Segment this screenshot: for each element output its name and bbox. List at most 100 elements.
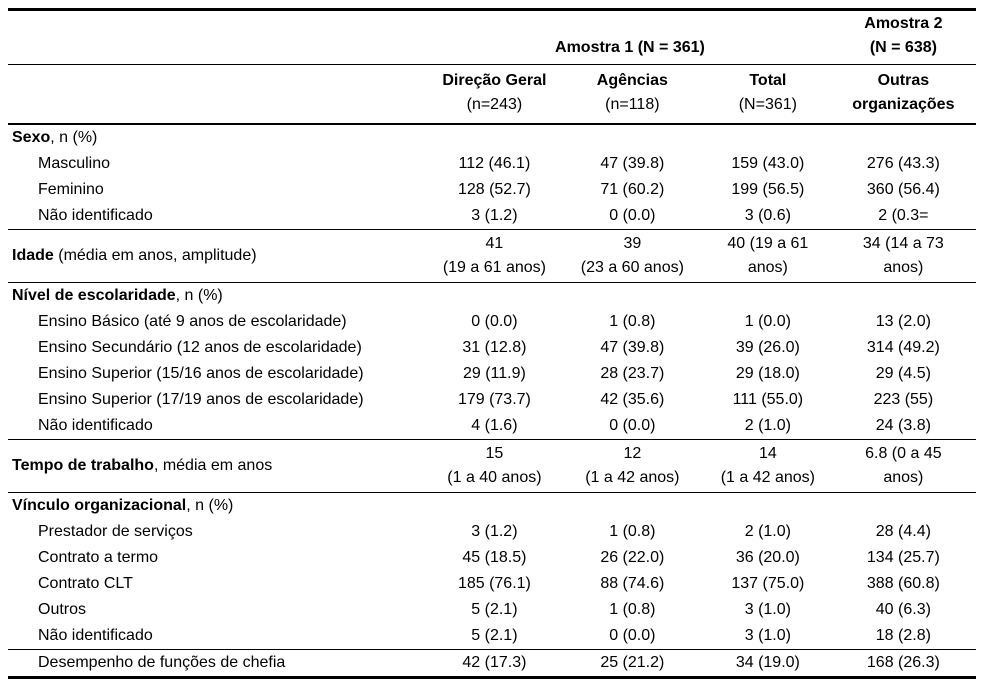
row-label: Não identificado (8, 413, 429, 439)
cell-direcao-geral: 0 (0.0) (471, 313, 518, 330)
section-divider (8, 649, 976, 650)
col-header-sub: (n=118) (605, 96, 660, 113)
cell-agencias: 0 (0.0) (609, 417, 656, 434)
cell-agencias: 47 (39.8) (600, 155, 665, 172)
row-label-rest: Ensino Superior (17/19 anos de escolarid… (38, 391, 364, 408)
cell-agencias: 39 (23 a 60 anos) (580, 235, 684, 276)
cell-outras-organizacoes: 360 (56.4) (866, 181, 940, 198)
col-header-label: Outras organizações (852, 72, 955, 113)
row-label-bold: Vínculo organizacional (12, 497, 187, 514)
cell-total (705, 505, 831, 507)
cell-total: 111 (55.0) (732, 391, 804, 408)
cell-outras-organizacoes: 2 (0.3= (878, 207, 929, 224)
cell-agencias (560, 505, 705, 507)
row-label-rest: , n (%) (175, 287, 223, 304)
cell-outras-organizacoes: 28 (4.4) (875, 523, 931, 540)
cell-agencias: 88 (74.6) (600, 575, 665, 592)
row-label-rest: Ensino Secundário (12 anos de escolarida… (38, 339, 362, 356)
cell-total: 2 (1.0) (744, 523, 791, 540)
cell-direcao-geral: 112 (46.1) (458, 155, 531, 172)
row-label: Prestador de serviços (8, 519, 429, 545)
section-divider (8, 229, 976, 230)
cell-agencias: 42 (35.6) (600, 391, 665, 408)
cell-total: 159 (43.0) (731, 155, 805, 172)
row-label-rest: Masculino (38, 155, 111, 172)
row-label-rest: Não identificado (38, 627, 153, 644)
cell-total: 34 (19.0) (735, 654, 800, 671)
row-label-rest: , n (%) (186, 497, 234, 514)
cell-total: 3 (0.6) (744, 207, 791, 224)
row-label-rest: Prestador de serviços (38, 523, 193, 540)
column-header-row: Direção Geral (n=243) Agências (n=118) T… (8, 65, 976, 123)
cell-agencias (560, 137, 705, 139)
cell-outras-organizacoes: 29 (4.5) (875, 365, 931, 382)
cell-total: 199 (56.5) (731, 181, 805, 198)
cell-total (705, 137, 831, 139)
cell-outras-organizacoes (831, 295, 976, 297)
cell-agencias: 1 (0.8) (609, 313, 656, 330)
table-row: Outros 5 (2.1) 1 (0.8) 3 (1.0) 40 (6.3) (8, 597, 976, 623)
cell-outras-organizacoes: 388 (60.8) (866, 575, 940, 592)
row-label: Nível de escolaridade, n (%) (8, 283, 429, 309)
table-row: Não identificado 4 (1.6) 0 (0.0) 2 (1.0)… (8, 413, 976, 439)
cell-agencias: 25 (21.2) (600, 654, 665, 671)
cell-direcao-geral: 29 (11.9) (462, 365, 526, 382)
cell-outras-organizacoes: 276 (43.3) (866, 155, 940, 172)
cell-outras-organizacoes: 34 (14 a 73 anos) (862, 235, 944, 276)
cell-agencias: 47 (39.8) (600, 339, 665, 356)
row-label-rest: , n (%) (50, 129, 98, 146)
cell-direcao-geral: 128 (52.7) (457, 181, 531, 198)
row-label: Sexo, n (%) (8, 125, 429, 151)
row-label-rest: Contrato CLT (38, 575, 133, 592)
cell-direcao-geral: 3 (1.2) (471, 523, 518, 540)
col-header-agencias: Agências (n=118) (560, 68, 705, 118)
cell-outras-organizacoes: 18 (2.8) (875, 627, 931, 644)
cell-outras-organizacoes: 134 (25.7) (866, 549, 940, 566)
cell-total: 3 (1.0) (744, 627, 791, 644)
cell-total: 36 (20.0) (735, 549, 800, 566)
amostra2-group-header: Amostra 2 (N = 638) (831, 11, 976, 61)
header-rule (8, 123, 976, 125)
table-row: Feminino 128 (52.7) 71 (60.2) 199 (56.5)… (8, 177, 976, 203)
row-label: Vínculo organizacional, n (%) (8, 493, 429, 519)
amostra2-line1: Amostra 2 (864, 15, 943, 32)
cell-outras-organizacoes (831, 137, 976, 139)
header-spacer (8, 59, 429, 61)
cell-outras-organizacoes: 223 (55) (873, 391, 934, 408)
table-row: Vínculo organizacional, n (%) (8, 493, 976, 519)
col-header-label: Agências (596, 72, 668, 89)
section-divider (8, 439, 976, 440)
group-header-row: Amostra 1 (N = 361) Amostra 2 (N = 638) (8, 11, 976, 64)
row-label: Feminino (8, 177, 429, 203)
row-label-bold: Idade (12, 247, 54, 264)
table-row: Desempenho de funções de chefia 42 (17.3… (8, 650, 976, 676)
table-row: Não identificado 3 (1.2) 0 (0.0) 3 (0.6)… (8, 203, 976, 229)
cell-agencias: 71 (60.2) (600, 181, 665, 198)
cell-direcao-geral: 5 (2.1) (471, 627, 518, 644)
row-label-rest: , média em anos (153, 457, 273, 474)
row-label: Masculino (8, 151, 429, 177)
cell-direcao-geral (429, 295, 560, 297)
group-header-divider (8, 64, 976, 65)
cell-total: 137 (75.0) (731, 575, 805, 592)
col-header-label: Direção Geral (442, 72, 547, 89)
table-row: Ensino Superior (15/16 anos de escolarid… (8, 361, 976, 387)
table-row: Prestador de serviços 3 (1.2) 1 (0.8) 2 … (8, 519, 976, 545)
cell-outras-organizacoes: 40 (6.3) (875, 601, 931, 618)
row-label-rest: (média em anos, amplitude) (53, 247, 257, 264)
cell-direcao-geral: 3 (1.2) (471, 207, 518, 224)
cell-agencias (560, 295, 705, 297)
demographics-table: Amostra 1 (N = 361) Amostra 2 (N = 638) … (8, 8, 976, 679)
section-divider (8, 492, 976, 493)
row-label-bold: Nível de escolaridade (12, 287, 176, 304)
cell-direcao-geral: 41 (19 a 61 anos) (442, 235, 546, 276)
row-label: Ensino Superior (17/19 anos de escolarid… (8, 387, 429, 413)
cell-total: 2 (1.0) (744, 417, 791, 434)
col-header-direcao-geral: Direção Geral (n=243) (429, 68, 560, 118)
cell-outras-organizacoes: 314 (49.2) (866, 339, 940, 356)
table-row: Nível de escolaridade, n (%) (8, 283, 976, 309)
row-label-bold: Sexo (12, 129, 51, 146)
row-label: Outros (8, 597, 429, 623)
cell-direcao-geral: 15 (1 a 40 anos) (447, 445, 542, 486)
